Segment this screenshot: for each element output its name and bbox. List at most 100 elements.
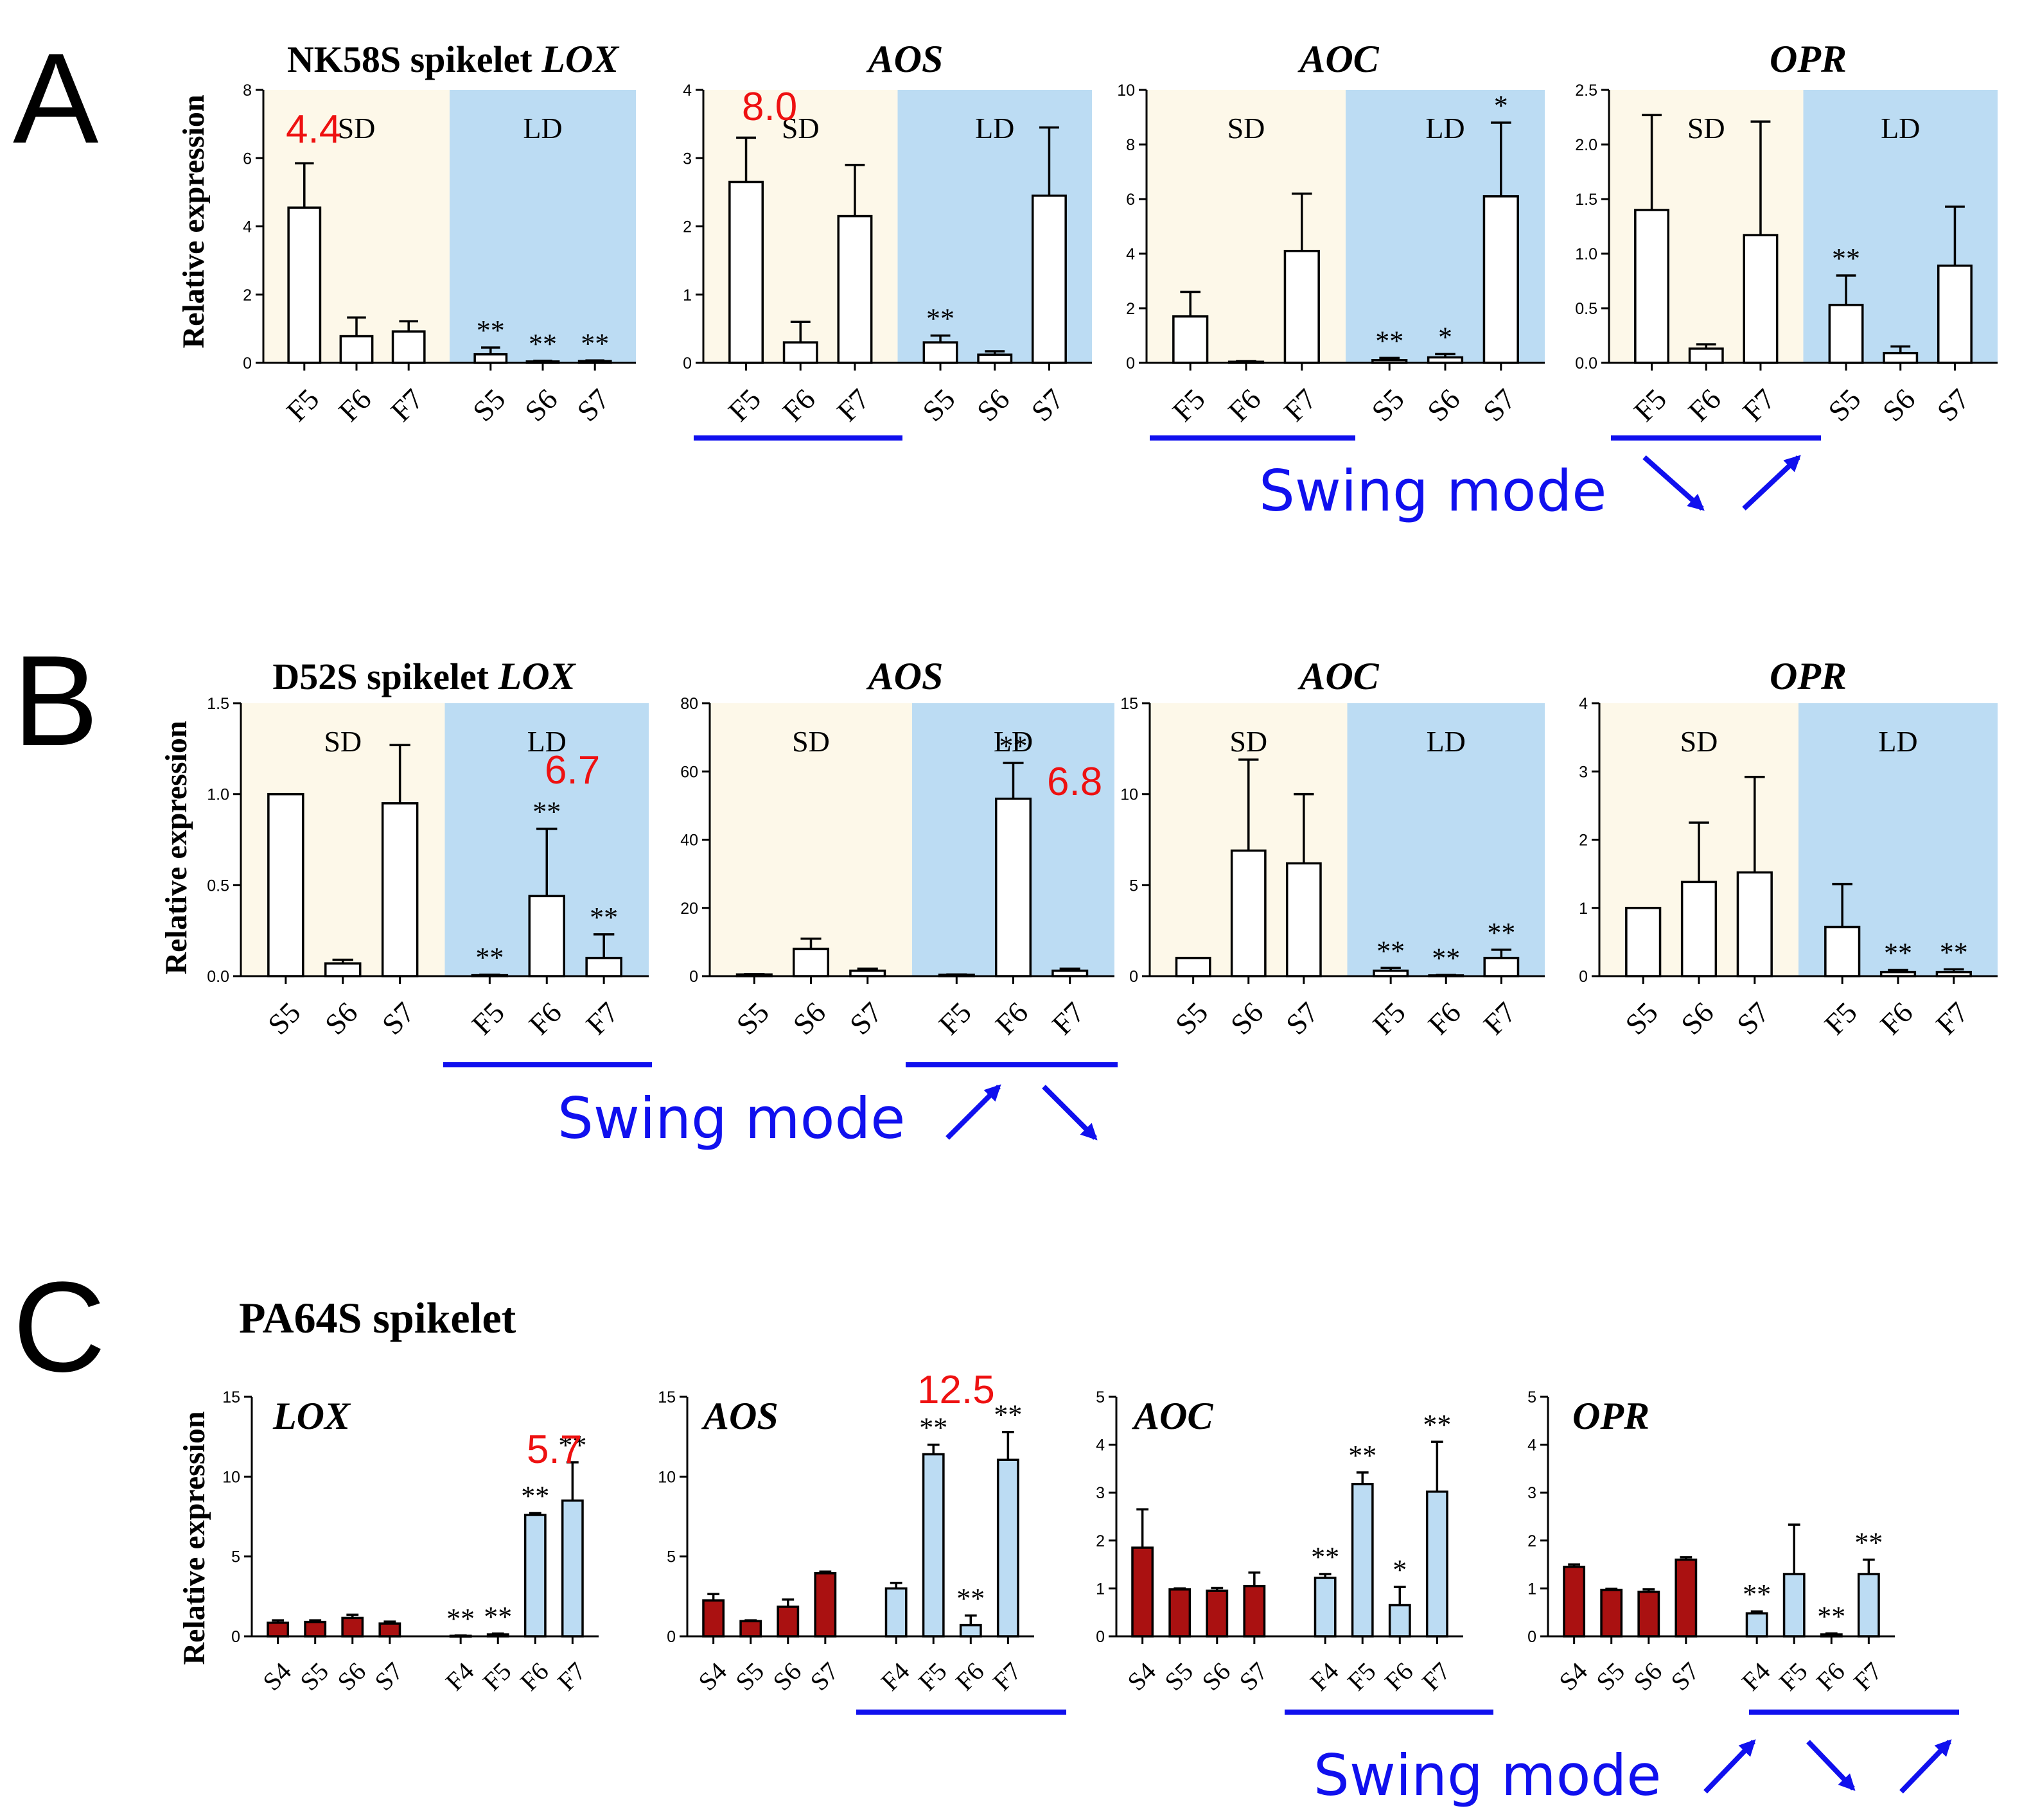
chart-title: AOS (866, 38, 944, 80)
x-tick-label: S7 (376, 996, 421, 1041)
y-tick-label: 2.0 (1575, 136, 1597, 154)
y-tick-label: 4 (1579, 695, 1588, 713)
x-tick-label: S6 (331, 1657, 371, 1697)
fold-change-annotation: 6.7 (545, 748, 600, 792)
bar (1743, 234, 1779, 364)
region-label-ld: LD (975, 112, 1014, 144)
x-tick-label: F6 (1379, 1657, 1419, 1697)
x-tick-label: S5 (1169, 996, 1214, 1041)
significance-mark: ** (956, 1583, 985, 1614)
y-tick-label: 1.5 (1575, 191, 1597, 209)
x-tick-label: S5 (1619, 996, 1664, 1041)
x-tick-label: S6 (1876, 383, 1921, 428)
x-tick-label: F4 (1305, 1657, 1344, 1697)
swing-mode-label: Swing mode (1259, 458, 1606, 524)
significance-mark: ** (477, 315, 505, 346)
x-tick-label: F5 (1166, 383, 1211, 428)
significance-mark: ** (999, 730, 1028, 762)
x-tick-label: F5 (1818, 996, 1863, 1041)
chart-title: OPR (1770, 38, 1847, 80)
x-tick-label: F5 (466, 996, 511, 1041)
bar (1243, 1584, 1266, 1638)
x-tick-label: S7 (1233, 1657, 1273, 1697)
bar (1351, 1483, 1374, 1638)
bar (304, 1620, 327, 1638)
x-tick-label: S7 (1279, 996, 1324, 1041)
x-tick-label: F7 (1416, 1657, 1456, 1697)
bar (996, 1458, 1019, 1638)
bar (1883, 351, 1919, 364)
x-tick-label: S6 (787, 996, 832, 1041)
significance-mark: ** (581, 328, 609, 359)
y-tick-label: 0 (231, 1628, 240, 1646)
x-tick-label: S7 (804, 1657, 844, 1697)
bar (1373, 969, 1409, 977)
x-tick-label: S6 (1675, 996, 1719, 1041)
arrow-up-right-icon (1742, 455, 1801, 511)
x-tick-label: S4 (1121, 1657, 1161, 1697)
y-tick-label: 0.5 (1575, 300, 1597, 318)
x-tick-label: S6 (1196, 1657, 1236, 1697)
y-tick-label: 2.5 (1575, 82, 1597, 100)
x-tick-label: F6 (514, 1657, 554, 1697)
chart-title-gene: AOS (866, 38, 944, 80)
fold-change-annotation: 12.5 (917, 1368, 995, 1412)
panel-label-c: C (13, 1256, 105, 1399)
chart-title: AOC (1297, 655, 1379, 697)
bar (391, 330, 426, 364)
y-tick-label: 1 (1096, 1580, 1105, 1598)
significance-mark: ** (1432, 942, 1460, 974)
significance-mark: ** (1940, 936, 1968, 968)
significance-mark: * (1393, 1554, 1407, 1586)
chart-title: OPR (1770, 655, 1847, 697)
chart-title-gene: AOC (1131, 1395, 1213, 1437)
x-tick-label: S6 (319, 996, 364, 1041)
significance-mark: * (1494, 90, 1508, 121)
x-tick-label: S4 (692, 1657, 732, 1697)
y-tick-label: 2 (1527, 1532, 1536, 1550)
x-tick-label: S5 (1365, 383, 1410, 428)
x-tick-label: S6 (518, 383, 563, 428)
bar (324, 962, 362, 977)
x-tick-label: F6 (1811, 1657, 1851, 1697)
significance-mark: ** (919, 1412, 947, 1444)
x-tick-label: F5 (477, 1657, 517, 1697)
chart-title: AOC (1131, 1395, 1213, 1437)
fold-change-annotation: 8.0 (742, 85, 797, 129)
region-label-sd: SD (1227, 112, 1265, 144)
y-tick-label: 4 (1527, 1437, 1536, 1455)
swing-mode-c: Swing mode (856, 1710, 1959, 1808)
x-tick-label: S6 (971, 383, 1016, 428)
bar (1745, 1612, 1768, 1638)
x-tick-label: F5 (280, 383, 325, 428)
chart-title: AOS (866, 655, 944, 697)
significance-mark: ** (926, 303, 954, 335)
bar (977, 353, 1013, 364)
chart-a-aos: SD LD 0 1 2 3 4 F5 F6 F7 S5 ** S6 S7 AOS 8.0 (683, 38, 1092, 428)
arrow-up-right-icon (1899, 1739, 1952, 1794)
bar (1680, 880, 1718, 977)
chart-title: OPR (1572, 1395, 1649, 1437)
x-tick-label: S7 (1931, 383, 1976, 428)
significance-mark: ** (532, 796, 561, 828)
x-tick-label: F7 (1278, 383, 1323, 428)
arrow-up-right-icon (945, 1084, 1001, 1140)
y-tick-label: 0.5 (207, 877, 229, 895)
x-tick-label: F5 (1773, 1657, 1813, 1697)
significance-mark: ** (1376, 935, 1405, 967)
y-axis-label-a: Relative expression (177, 94, 211, 348)
significance-mark: * (1438, 321, 1452, 353)
region-label-sd: SD (792, 725, 830, 758)
chart-title-gene: AOS (701, 1395, 778, 1437)
x-tick-label: F7 (384, 383, 429, 428)
significance-mark: ** (529, 328, 557, 360)
x-tick-label: S7 (1730, 996, 1775, 1041)
x-tick-label: S5 (261, 996, 306, 1041)
bar (959, 1623, 982, 1638)
bar (378, 1622, 401, 1638)
bar (1175, 956, 1211, 977)
y-tick-label: 15 (222, 1388, 240, 1406)
bar (1425, 1490, 1448, 1638)
chart-title-gene: LOX (272, 1395, 351, 1437)
